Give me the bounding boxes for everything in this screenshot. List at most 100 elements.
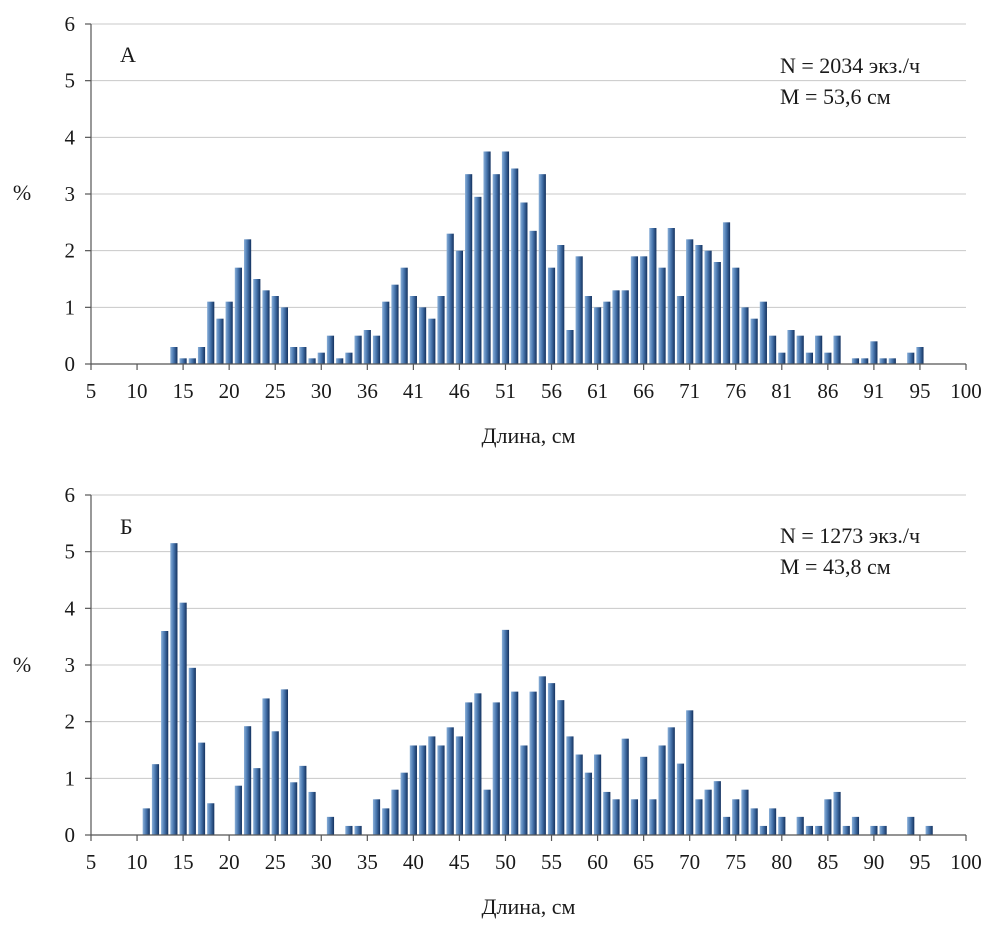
x-tick-label: 81 — [771, 379, 792, 403]
histogram-bar — [290, 347, 298, 364]
histogram-bar — [299, 347, 307, 364]
histogram-bar — [815, 825, 823, 835]
histogram-bar — [925, 825, 933, 835]
histogram-bar — [833, 335, 841, 364]
y-tick-label: 1 — [65, 766, 76, 790]
histogram-bar — [151, 764, 160, 835]
x-tick-label: 5 — [86, 379, 97, 403]
histogram-bar — [621, 738, 629, 835]
stats-annotation: M = 43,8 см — [780, 554, 891, 579]
histogram-bar — [538, 676, 546, 835]
histogram-bar — [409, 296, 417, 364]
histogram-bar — [511, 691, 519, 835]
histogram-bar — [253, 768, 261, 835]
histogram-bar — [492, 702, 500, 835]
panel-label: Б — [120, 514, 133, 539]
histogram-bar — [170, 347, 178, 364]
y-tick-label: 1 — [65, 295, 76, 319]
histogram-bar — [658, 267, 666, 364]
histogram-bar — [566, 330, 574, 364]
histogram-bar — [557, 245, 565, 364]
histogram-bar — [299, 765, 307, 835]
histogram-bar — [824, 352, 832, 364]
panel-label: А — [120, 42, 136, 67]
x-tick-label: 90 — [863, 850, 884, 874]
histogram-bar — [713, 781, 721, 835]
x-tick-label: 25 — [265, 379, 286, 403]
y-tick-label: 5 — [65, 69, 76, 93]
x-tick-label: 71 — [679, 379, 700, 403]
histogram-bar — [317, 352, 325, 364]
histogram-bar — [870, 341, 878, 364]
histogram-bar — [879, 825, 887, 835]
y-tick-label: 6 — [65, 12, 76, 36]
histogram-bar — [612, 290, 620, 364]
x-tick-label: 30 — [311, 379, 332, 403]
histogram-bar — [640, 756, 648, 835]
histogram-bar — [391, 284, 399, 364]
histogram-bar — [142, 808, 150, 835]
histogram-bar — [796, 816, 804, 835]
histogram-bar — [372, 799, 381, 835]
histogram-bar — [805, 825, 814, 835]
stats-annotation: N = 1273 экз./ч — [780, 523, 920, 548]
x-tick-label: 50 — [495, 850, 516, 874]
histogram-bar — [234, 267, 242, 364]
histogram-bar — [759, 301, 767, 364]
histogram-bar — [437, 745, 445, 835]
histogram-bar — [474, 693, 482, 835]
histogram-bar — [713, 262, 721, 364]
histogram-bar — [418, 307, 427, 364]
x-tick-label: 5 — [86, 850, 97, 874]
y-tick-label: 4 — [65, 125, 76, 149]
histogram-bar — [400, 772, 408, 835]
histogram-bar — [382, 301, 390, 364]
histogram-bar — [575, 754, 583, 835]
histogram-bar — [290, 782, 298, 835]
histogram-bar — [686, 710, 694, 835]
histogram-bar — [271, 296, 279, 364]
x-tick-label: 86 — [817, 379, 838, 403]
x-tick-label: 61 — [587, 379, 608, 403]
histogram-bar — [704, 789, 712, 835]
histogram-bar — [446, 233, 454, 364]
histogram-bar — [455, 250, 464, 364]
x-tick-label: 66 — [633, 379, 654, 403]
histogram-bar — [630, 799, 639, 835]
histogram-bar — [667, 228, 675, 364]
histogram-bar — [630, 256, 639, 364]
histogram-bar — [372, 335, 381, 364]
histogram-bar — [511, 168, 519, 364]
histogram-bar — [308, 791, 316, 835]
histogram-bar — [575, 256, 583, 364]
histogram-bar — [547, 267, 556, 364]
y-tick-label: 2 — [65, 710, 76, 734]
histogram-bar — [695, 799, 703, 835]
histogram-bar — [170, 543, 178, 835]
histogram-bar — [538, 174, 546, 364]
histogram-bar — [557, 700, 565, 835]
histogram-bar — [483, 151, 491, 364]
y-tick-label: 6 — [65, 483, 76, 507]
y-tick-label: 4 — [65, 596, 76, 620]
x-tick-label: 100 — [950, 379, 982, 403]
histogram-bar — [501, 629, 510, 835]
x-tick-label: 95 — [909, 379, 930, 403]
x-tick-label: 15 — [173, 850, 194, 874]
histogram-bar — [907, 352, 915, 364]
histogram-bar — [345, 825, 353, 835]
histogram-bar — [243, 239, 252, 364]
histogram-bar — [326, 335, 335, 364]
histogram-bar — [243, 726, 252, 835]
histogram-bar — [824, 799, 832, 835]
x-tick-label: 46 — [449, 379, 470, 403]
histogram-bar — [428, 318, 436, 364]
y-tick-label: 3 — [65, 653, 76, 677]
histogram-bar — [529, 230, 537, 364]
histogram-bar — [197, 742, 206, 835]
histogram-bar — [308, 358, 316, 364]
histogram-bar — [778, 816, 786, 835]
histogram-bar — [768, 335, 777, 364]
